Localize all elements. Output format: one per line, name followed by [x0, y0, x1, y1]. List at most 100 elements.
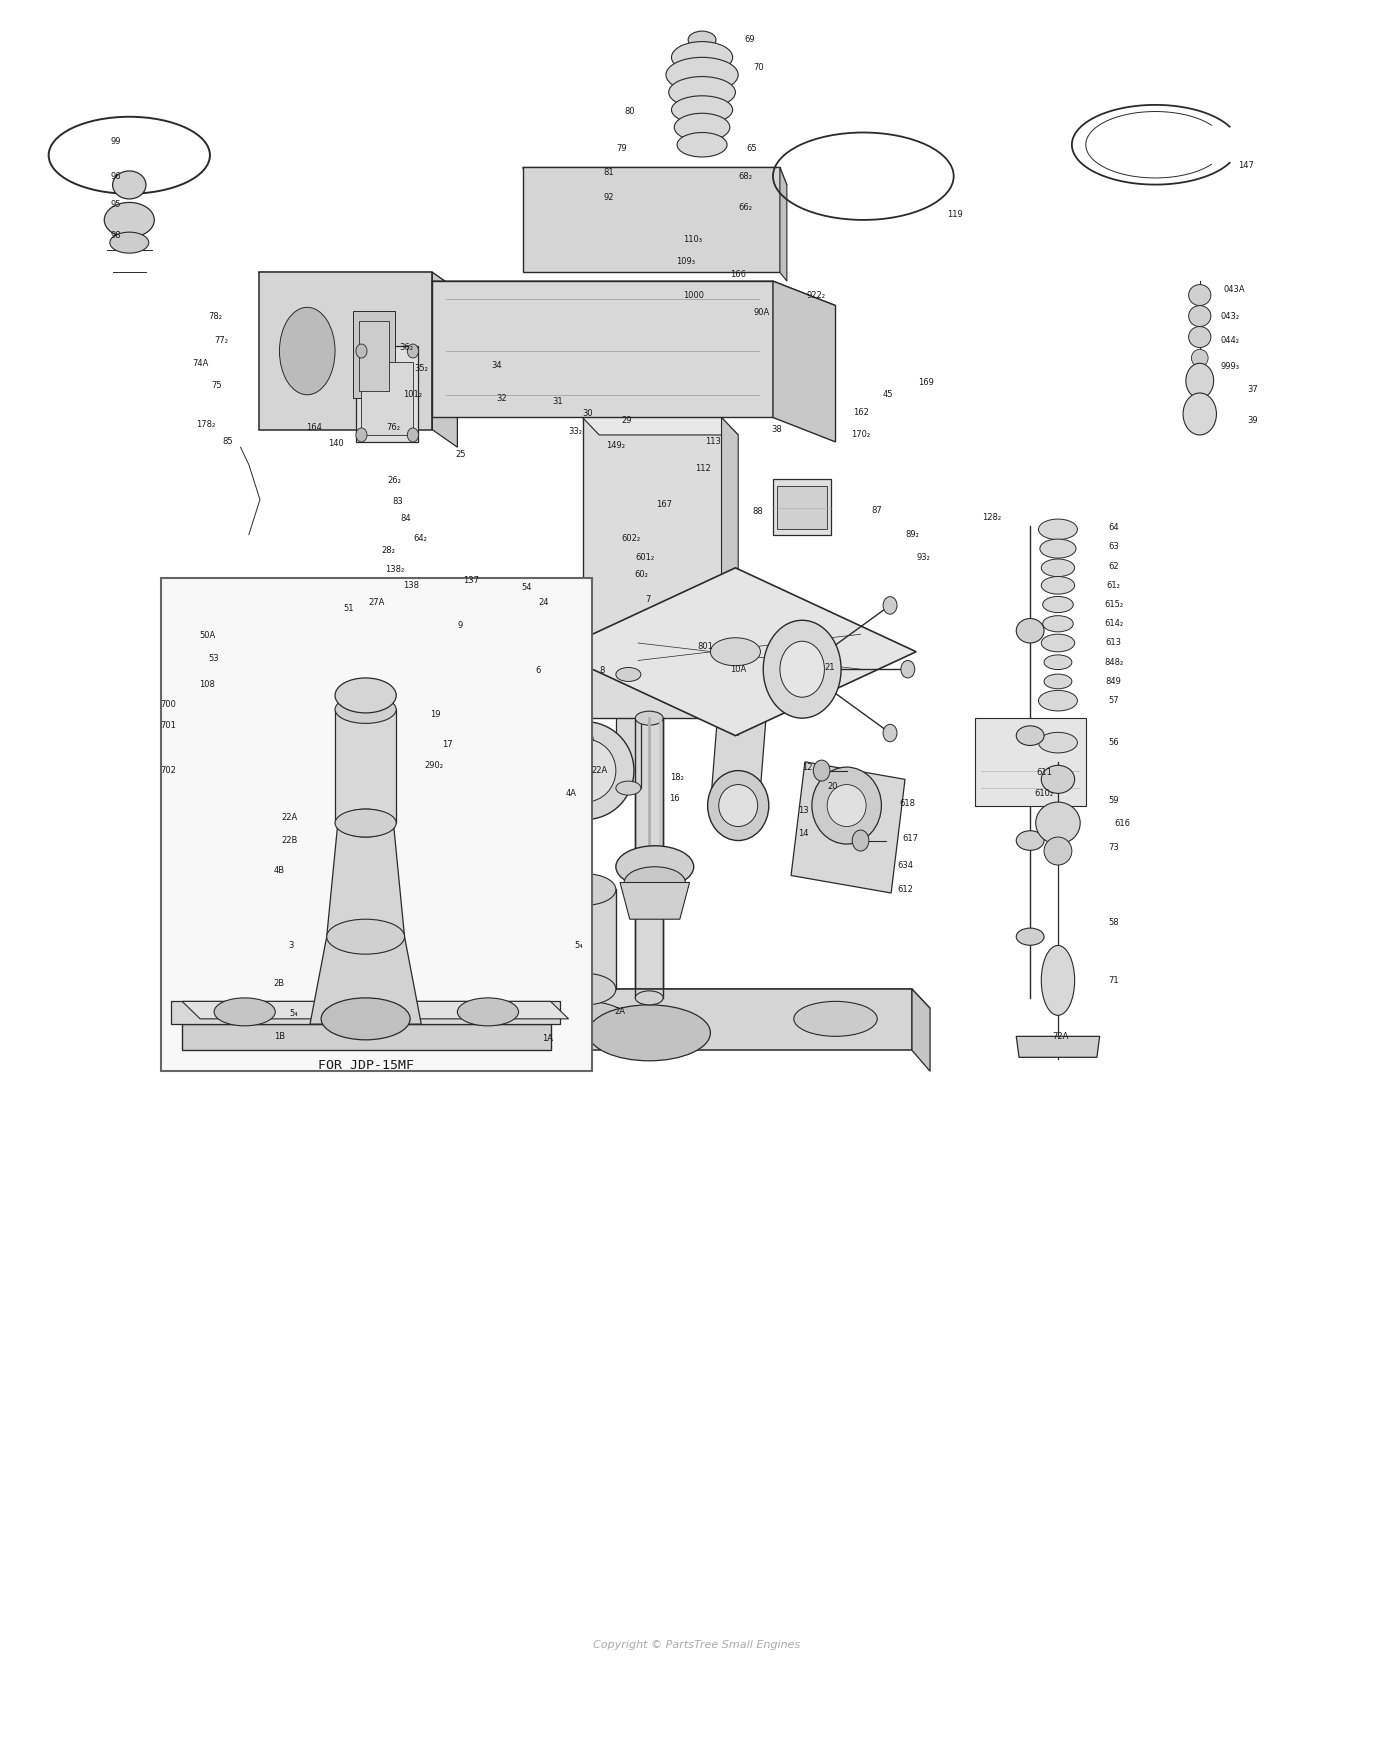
Polygon shape: [791, 762, 905, 893]
Ellipse shape: [457, 998, 518, 1026]
Text: 166: 166: [730, 270, 747, 278]
Ellipse shape: [624, 867, 685, 898]
Ellipse shape: [688, 32, 716, 49]
Ellipse shape: [635, 991, 663, 1005]
Polygon shape: [522, 168, 780, 273]
Text: 98: 98: [110, 231, 121, 240]
Text: 169: 169: [918, 378, 933, 387]
Polygon shape: [182, 1024, 550, 1051]
Text: 14: 14: [798, 828, 809, 839]
Ellipse shape: [812, 767, 882, 844]
Text: 69: 69: [744, 35, 755, 44]
Text: 51: 51: [344, 604, 354, 613]
Ellipse shape: [671, 96, 733, 124]
Text: 137: 137: [464, 576, 479, 585]
Text: 73: 73: [1109, 842, 1119, 853]
Text: 4B: 4B: [274, 865, 286, 876]
Polygon shape: [722, 417, 738, 735]
Ellipse shape: [677, 133, 727, 158]
Text: 36₂: 36₂: [398, 343, 412, 352]
Text: 3: 3: [288, 940, 294, 951]
Text: 81: 81: [603, 168, 614, 177]
Ellipse shape: [901, 660, 915, 678]
Text: 612: 612: [897, 884, 912, 895]
Polygon shape: [182, 1002, 568, 1019]
Ellipse shape: [1045, 655, 1071, 669]
Text: 119: 119: [947, 210, 963, 219]
Text: 602₂: 602₂: [621, 534, 641, 543]
Text: 178₂: 178₂: [196, 420, 216, 429]
Text: 93₂: 93₂: [917, 553, 931, 562]
Ellipse shape: [780, 641, 825, 697]
Text: 043A: 043A: [1223, 285, 1245, 294]
Text: 1000: 1000: [683, 291, 705, 299]
Ellipse shape: [710, 637, 761, 665]
Text: 89₂: 89₂: [905, 531, 919, 539]
Ellipse shape: [336, 809, 396, 837]
Text: 39: 39: [1247, 417, 1258, 425]
Ellipse shape: [588, 1005, 710, 1061]
Text: 70: 70: [754, 63, 765, 72]
Ellipse shape: [407, 427, 418, 441]
Polygon shape: [171, 1002, 560, 1024]
Text: 32: 32: [496, 394, 507, 403]
Ellipse shape: [1045, 674, 1071, 688]
Ellipse shape: [1017, 830, 1045, 851]
Polygon shape: [508, 989, 931, 1009]
Text: 615₂: 615₂: [1105, 601, 1123, 609]
Text: 92: 92: [603, 193, 614, 201]
Text: 12: 12: [802, 763, 814, 772]
Text: 149₂: 149₂: [606, 441, 625, 450]
Ellipse shape: [338, 809, 393, 837]
Text: 31: 31: [552, 397, 563, 406]
Ellipse shape: [1183, 392, 1216, 434]
Text: 17: 17: [443, 741, 453, 749]
Text: 7: 7: [645, 595, 651, 604]
Bar: [355, 345, 418, 441]
Text: 138₂: 138₂: [386, 566, 404, 574]
Polygon shape: [522, 168, 787, 186]
Bar: [616, 674, 641, 788]
Text: 13: 13: [798, 805, 809, 816]
Text: 19: 19: [430, 711, 440, 720]
Text: 38: 38: [772, 425, 783, 434]
Polygon shape: [311, 937, 421, 1024]
Text: 34: 34: [490, 361, 501, 369]
Text: FOR JDP-15MF: FOR JDP-15MF: [318, 1059, 414, 1072]
Ellipse shape: [1188, 326, 1211, 347]
Text: 64₂: 64₂: [412, 534, 426, 543]
Ellipse shape: [407, 343, 418, 357]
Ellipse shape: [708, 770, 769, 840]
Text: 50A: 50A: [199, 632, 216, 641]
Text: 65: 65: [747, 144, 758, 152]
Ellipse shape: [215, 998, 276, 1026]
Text: 68₂: 68₂: [738, 172, 752, 180]
Text: 33₂: 33₂: [568, 427, 582, 436]
Text: 140: 140: [329, 440, 344, 448]
Polygon shape: [259, 273, 432, 429]
Polygon shape: [582, 417, 722, 718]
Text: 61₂: 61₂: [1106, 581, 1120, 590]
Text: 701: 701: [160, 721, 176, 730]
Text: 109₃: 109₃: [676, 257, 695, 266]
Text: 76₂: 76₂: [386, 424, 400, 432]
Text: 614₂: 614₂: [1105, 620, 1123, 629]
Ellipse shape: [1188, 285, 1211, 306]
Ellipse shape: [1191, 348, 1208, 366]
Ellipse shape: [1017, 928, 1045, 946]
Ellipse shape: [527, 763, 571, 798]
Ellipse shape: [674, 114, 730, 142]
Text: 164: 164: [306, 424, 322, 432]
Polygon shape: [773, 282, 836, 441]
Text: 64: 64: [1109, 524, 1119, 532]
Text: 618: 618: [900, 798, 915, 809]
Ellipse shape: [219, 637, 252, 672]
Text: 25: 25: [456, 450, 465, 459]
Ellipse shape: [205, 623, 266, 686]
Text: 634: 634: [897, 860, 912, 870]
Ellipse shape: [827, 784, 866, 826]
Ellipse shape: [883, 597, 897, 615]
Text: 108: 108: [199, 681, 215, 690]
Polygon shape: [171, 692, 185, 709]
Text: 54: 54: [521, 583, 532, 592]
